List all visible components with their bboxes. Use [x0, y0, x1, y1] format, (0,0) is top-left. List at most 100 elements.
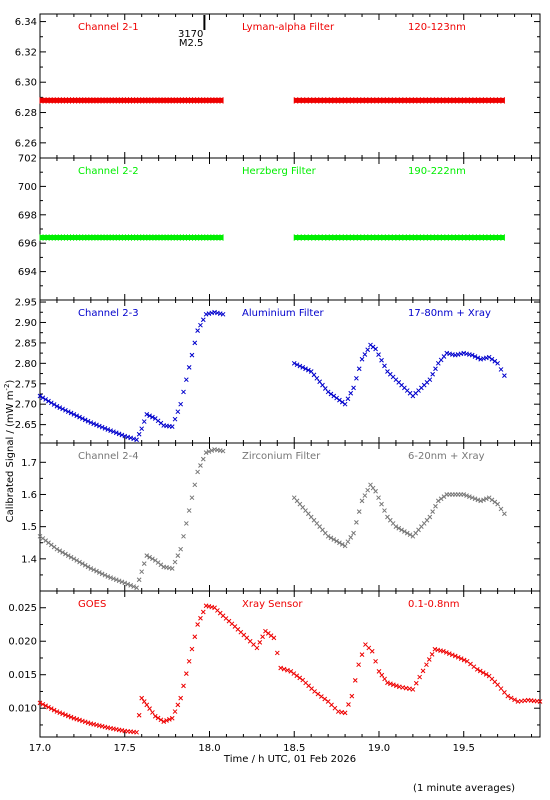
data-point	[88, 420, 94, 425]
data-point	[80, 561, 85, 567]
data-point	[328, 535, 334, 541]
data-point	[427, 514, 433, 520]
y-tick-label: 2.65	[15, 420, 37, 431]
series-1	[37, 309, 226, 443]
data-point	[495, 501, 500, 507]
band-label: 0.1-0.8nm	[408, 599, 460, 610]
data-point	[402, 529, 407, 534]
data-point	[495, 360, 500, 366]
data-point	[195, 469, 200, 475]
averaging-note: (1 minute averages)	[413, 783, 515, 794]
data-point	[433, 503, 438, 509]
y-tick-label: 2.70	[15, 400, 37, 411]
data-point	[404, 530, 410, 536]
y-axis-label-sup: -2	[3, 384, 11, 391]
data-point	[359, 356, 365, 362]
x-tick-label: 17.5	[114, 743, 136, 754]
data-point	[189, 646, 195, 652]
filter-label: Zirconium Filter	[242, 451, 321, 462]
data-point	[477, 668, 483, 674]
data-point	[294, 362, 300, 368]
data-point	[354, 520, 359, 525]
data-point	[260, 634, 265, 640]
data-point	[274, 650, 280, 656]
data-point	[331, 537, 337, 542]
data-point	[169, 566, 175, 571]
data-point	[37, 393, 43, 399]
data-point	[139, 695, 145, 701]
panel-4: 1.4 1.5 1.6 1.7 Channel 2-4 Zirconium Filter 6…	[21, 442, 541, 592]
data-point	[136, 577, 142, 583]
data-point	[403, 685, 409, 691]
filter-label: Aluminium Filter	[242, 308, 325, 319]
data-point	[113, 577, 119, 583]
data-point	[354, 375, 359, 381]
data-point	[300, 365, 306, 370]
data-point	[342, 710, 348, 716]
data-point	[125, 581, 131, 587]
data-point	[427, 377, 433, 383]
data-point	[71, 412, 77, 417]
data-point	[346, 702, 351, 707]
data-point	[366, 645, 372, 651]
data-point	[65, 713, 71, 719]
data-point	[113, 430, 119, 436]
data-point	[220, 448, 226, 454]
data-point	[134, 729, 139, 735]
channel-label: Channel 2-3	[78, 308, 139, 319]
data-point	[85, 418, 91, 424]
data-point	[399, 527, 404, 533]
data-point	[512, 697, 517, 703]
data-point	[91, 421, 97, 427]
data-point	[382, 508, 387, 513]
data-point	[119, 432, 125, 438]
data-point	[373, 488, 378, 494]
data-point	[94, 422, 99, 428]
data-point	[206, 449, 212, 454]
data-point	[393, 524, 399, 530]
data-point	[91, 567, 97, 573]
data-point	[54, 709, 60, 714]
data-point	[382, 363, 387, 369]
data-point	[449, 652, 455, 658]
data-point	[203, 450, 209, 456]
channel-label: Channel 2-4	[78, 451, 139, 462]
panel-3: 2.65 2.70 2.75 2.80 2.85 2.90 2.95 Channel 2-3 A…	[15, 298, 541, 444]
data-point	[461, 492, 467, 497]
data-point	[345, 396, 351, 402]
data-point	[77, 559, 82, 565]
data-point	[337, 397, 342, 403]
y-tick-label: 6.28	[15, 108, 37, 119]
data-point	[278, 665, 284, 671]
data-point	[139, 569, 145, 575]
x-tick-label: 19.0	[368, 743, 390, 754]
data-point	[474, 667, 480, 672]
data-point	[178, 546, 184, 552]
data-point	[461, 657, 467, 663]
data-point	[281, 666, 287, 672]
series-2	[291, 342, 507, 407]
data-point	[315, 691, 321, 697]
data-point	[167, 717, 172, 722]
data-point	[331, 393, 337, 399]
data-point	[257, 639, 263, 645]
data-point	[141, 561, 147, 567]
y-tick-label: 6.30	[15, 78, 37, 89]
data-point	[356, 662, 361, 668]
data-point	[136, 431, 142, 437]
data-point	[379, 501, 384, 507]
data-point	[335, 709, 341, 714]
data-point	[63, 551, 68, 557]
data-point	[291, 671, 297, 676]
y-tick-label: 6.34	[15, 17, 37, 28]
data-point	[74, 413, 80, 419]
data-point	[80, 718, 85, 724]
data-point	[60, 711, 65, 717]
data-point	[141, 699, 147, 704]
data-point	[348, 535, 354, 540]
data-point	[478, 498, 484, 504]
data-point	[88, 566, 94, 571]
data-point	[181, 389, 186, 395]
data-point	[198, 322, 203, 328]
